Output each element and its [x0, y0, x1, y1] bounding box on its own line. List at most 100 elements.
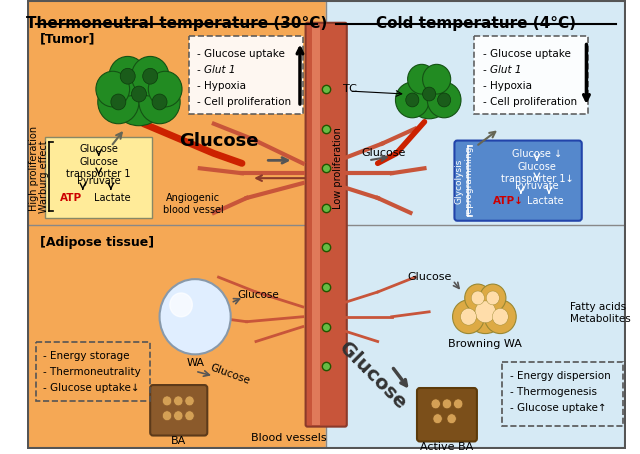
Text: - Glucose uptake↑: - Glucose uptake↑	[509, 403, 606, 413]
Circle shape	[475, 301, 495, 323]
Circle shape	[98, 80, 139, 124]
Circle shape	[461, 308, 476, 325]
Circle shape	[406, 69, 452, 119]
Text: Glucose: Glucose	[179, 133, 259, 150]
Circle shape	[447, 414, 456, 424]
Text: - Energy storage: - Energy storage	[44, 351, 130, 361]
Text: - Thermoneutrality: - Thermoneutrality	[44, 367, 141, 377]
Circle shape	[486, 291, 499, 305]
Text: Pyruvate: Pyruvate	[515, 181, 559, 191]
Circle shape	[454, 399, 463, 409]
Circle shape	[148, 71, 182, 107]
Circle shape	[422, 87, 436, 101]
Text: Fatty acids
Metabolites: Fatty acids Metabolites	[570, 302, 630, 324]
Circle shape	[428, 82, 461, 118]
Circle shape	[406, 93, 419, 107]
Text: Pyruvate: Pyruvate	[77, 176, 120, 186]
Circle shape	[185, 411, 194, 421]
Text: ATP: ATP	[60, 193, 82, 203]
Circle shape	[480, 284, 506, 312]
Circle shape	[471, 291, 484, 305]
Bar	[27, 0, 326, 225]
Text: High proliferation: High proliferation	[29, 126, 39, 211]
Text: Glycolysis
reprogramming: Glycolysis reprogramming	[454, 146, 474, 217]
Bar	[27, 225, 326, 449]
Text: [Tumor]: [Tumor]	[40, 33, 95, 46]
Text: Lactate: Lactate	[94, 193, 131, 203]
Text: Glucose: Glucose	[79, 143, 118, 153]
FancyBboxPatch shape	[189, 35, 303, 114]
Text: WA: WA	[186, 358, 204, 368]
Text: Blood vessels: Blood vessels	[251, 434, 326, 444]
Text: - Hypoxia: - Hypoxia	[197, 81, 246, 91]
Circle shape	[452, 300, 484, 334]
Text: Low proliferation: Low proliferation	[333, 127, 343, 209]
Text: - Thermogenesis: - Thermogenesis	[509, 387, 596, 397]
Text: Glucose: Glucose	[209, 362, 252, 386]
Text: Glucose: Glucose	[407, 272, 451, 282]
Circle shape	[139, 80, 180, 124]
Circle shape	[431, 399, 440, 409]
Text: [Adipose tissue]: [Adipose tissue]	[40, 236, 154, 249]
Circle shape	[120, 68, 135, 84]
Text: Active BA: Active BA	[420, 443, 474, 453]
Text: Cold temperature (4°C): Cold temperature (4°C)	[376, 16, 576, 31]
FancyBboxPatch shape	[417, 388, 477, 441]
Circle shape	[109, 62, 169, 126]
Text: Glucose ↓: Glucose ↓	[512, 148, 562, 158]
Text: - Glucose uptake↓: - Glucose uptake↓	[44, 383, 140, 393]
Circle shape	[131, 56, 169, 96]
Text: Glucose: Glucose	[335, 339, 410, 414]
Text: - Cell proliferation: - Cell proliferation	[483, 97, 577, 107]
Text: - Glucose uptake: - Glucose uptake	[197, 49, 285, 59]
Text: Thermoneutral temperature (30°C): Thermoneutral temperature (30°C)	[26, 16, 327, 31]
Circle shape	[159, 279, 230, 355]
Circle shape	[408, 64, 436, 94]
Circle shape	[163, 411, 172, 421]
Circle shape	[111, 94, 126, 110]
Circle shape	[131, 86, 147, 102]
Text: Glucose
transporter 1: Glucose transporter 1	[67, 158, 131, 179]
Text: Warburg effect: Warburg effect	[40, 140, 49, 212]
Circle shape	[109, 56, 147, 96]
Text: TC: TC	[343, 84, 357, 94]
Text: - Glut 1: - Glut 1	[483, 65, 521, 75]
Text: Browning WA: Browning WA	[449, 339, 522, 349]
Circle shape	[173, 411, 183, 421]
Circle shape	[492, 308, 508, 325]
Circle shape	[442, 399, 452, 409]
Circle shape	[422, 64, 451, 94]
FancyBboxPatch shape	[454, 141, 582, 221]
FancyBboxPatch shape	[474, 35, 588, 114]
Circle shape	[465, 284, 491, 312]
Text: - Hypoxia: - Hypoxia	[483, 81, 532, 91]
Circle shape	[433, 414, 442, 424]
FancyBboxPatch shape	[45, 137, 152, 218]
Text: Glucose: Glucose	[362, 148, 406, 158]
Text: Glucose
transporter 1↓: Glucose transporter 1↓	[500, 163, 573, 184]
Circle shape	[438, 93, 451, 107]
Circle shape	[484, 300, 516, 334]
Text: Lactate: Lactate	[527, 196, 564, 206]
Circle shape	[396, 82, 429, 118]
Bar	[312, 25, 319, 424]
Bar	[326, 225, 626, 449]
Text: Glucose: Glucose	[237, 290, 279, 300]
Text: Angiogenic
blood vessel: Angiogenic blood vessel	[163, 193, 223, 215]
Text: - Glut 1: - Glut 1	[197, 65, 236, 75]
Text: ATP↓: ATP↓	[493, 196, 524, 206]
Circle shape	[185, 396, 194, 406]
Circle shape	[96, 71, 129, 107]
Text: BA: BA	[171, 435, 186, 445]
FancyBboxPatch shape	[150, 385, 207, 435]
Text: - Glucose uptake: - Glucose uptake	[483, 49, 570, 59]
FancyBboxPatch shape	[305, 23, 347, 427]
Bar	[326, 0, 626, 225]
Circle shape	[143, 68, 157, 84]
Circle shape	[465, 290, 506, 334]
Circle shape	[170, 293, 193, 317]
Circle shape	[152, 94, 167, 110]
Text: - Energy dispersion: - Energy dispersion	[509, 371, 611, 381]
Text: - Cell proliferation: - Cell proliferation	[197, 97, 291, 107]
Circle shape	[163, 396, 172, 406]
